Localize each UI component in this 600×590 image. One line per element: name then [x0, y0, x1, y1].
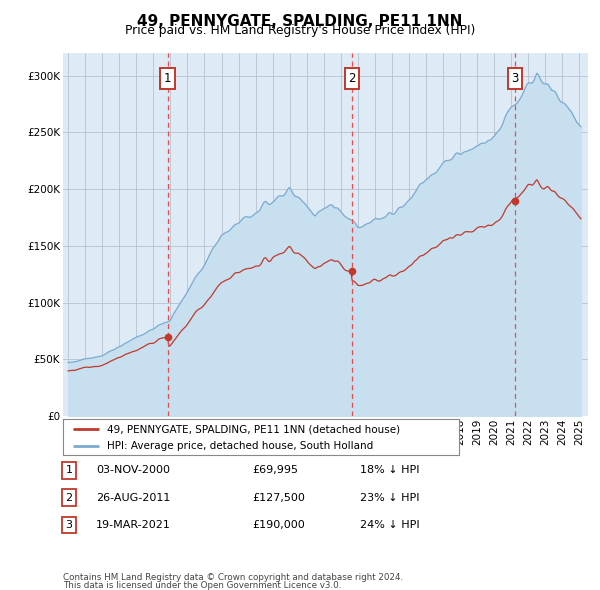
Text: £69,995: £69,995 — [252, 466, 298, 476]
Text: 2: 2 — [65, 493, 73, 503]
Text: 1: 1 — [164, 72, 172, 85]
Text: 49, PENNYGATE, SPALDING, PE11 1NN: 49, PENNYGATE, SPALDING, PE11 1NN — [137, 14, 463, 29]
Text: 3: 3 — [511, 72, 518, 85]
Text: 03-NOV-2000: 03-NOV-2000 — [96, 466, 170, 476]
Text: 24% ↓ HPI: 24% ↓ HPI — [360, 520, 419, 530]
Text: 3: 3 — [65, 520, 73, 530]
Text: Price paid vs. HM Land Registry's House Price Index (HPI): Price paid vs. HM Land Registry's House … — [125, 24, 475, 37]
Text: 2: 2 — [348, 72, 356, 85]
Text: 26-AUG-2011: 26-AUG-2011 — [96, 493, 170, 503]
Text: £190,000: £190,000 — [252, 520, 305, 530]
Text: HPI: Average price, detached house, South Holland: HPI: Average price, detached house, Sout… — [107, 441, 373, 451]
Text: 18% ↓ HPI: 18% ↓ HPI — [360, 466, 419, 476]
Text: 23% ↓ HPI: 23% ↓ HPI — [360, 493, 419, 503]
Text: 49, PENNYGATE, SPALDING, PE11 1NN (detached house): 49, PENNYGATE, SPALDING, PE11 1NN (detac… — [107, 424, 400, 434]
Text: 19-MAR-2021: 19-MAR-2021 — [96, 520, 171, 530]
Text: £127,500: £127,500 — [252, 493, 305, 503]
Text: This data is licensed under the Open Government Licence v3.0.: This data is licensed under the Open Gov… — [63, 581, 341, 590]
Text: Contains HM Land Registry data © Crown copyright and database right 2024.: Contains HM Land Registry data © Crown c… — [63, 572, 403, 582]
Text: 1: 1 — [65, 466, 73, 476]
